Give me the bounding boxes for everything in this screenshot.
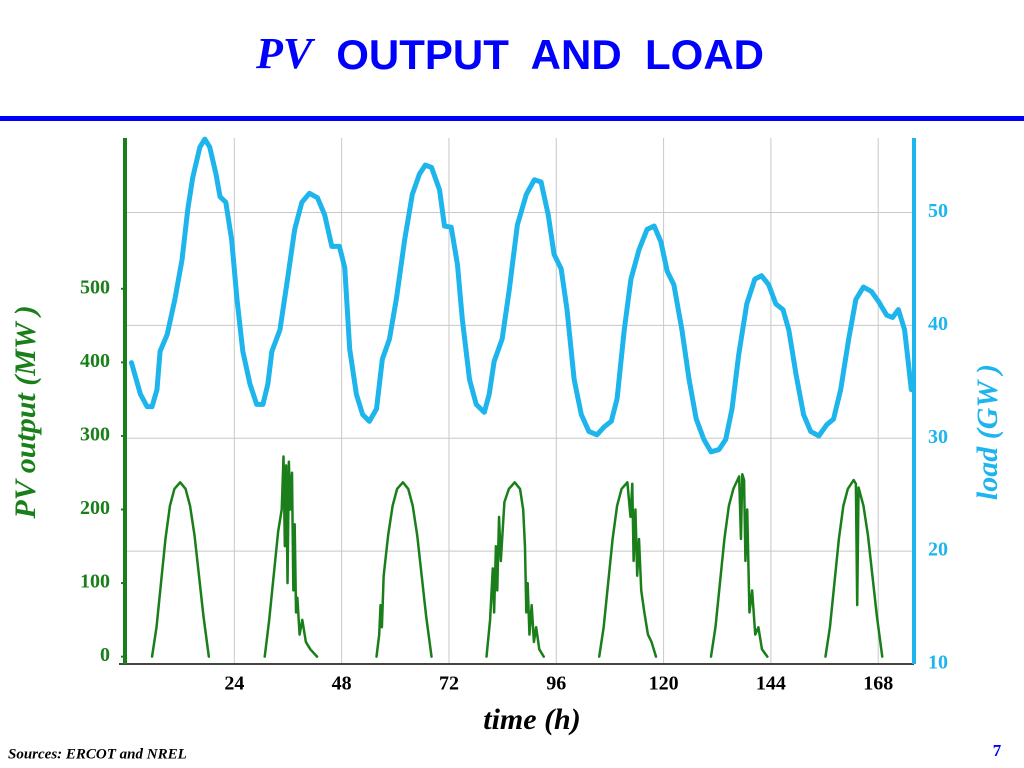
y-tick-label: 500 [80,276,110,298]
title-text: OUTPUT AND LOAD [336,31,764,78]
page-number: 7 [993,741,1002,760]
y-tick-label: 200 [80,497,110,519]
y2-axis-label: load (GW ) [971,364,1004,500]
x-tick-label: 168 [863,673,893,695]
y-axis-label: PV output (MW ) [9,305,42,519]
y-tick-label: 300 [80,424,110,446]
y-tick-label: 0 [100,644,110,666]
y2-tick-label: 30 [928,426,948,448]
x-tick-label: 144 [756,673,786,695]
title-prefix: PV [255,29,316,78]
y2-tick-label: 20 [928,539,948,561]
x-tick-label: 48 [332,673,352,695]
x-tick-label: 72 [439,673,459,695]
pv-line [150,455,884,658]
y2-tick-label: 40 [928,313,948,335]
x-tick-label: 120 [649,673,679,695]
slide-title: PV OUTPUT AND LOAD [255,29,764,78]
y2-tick-label: 10 [928,652,948,674]
source-note: Sources: ERCOT and NREL [8,746,187,762]
title-rule [0,116,1024,121]
x-tick-label: 24 [224,673,244,695]
x-tick-label: 96 [546,673,566,695]
y-tick-label: 400 [80,350,110,372]
y2-tick-label: 50 [928,200,948,222]
y-tick-label: 100 [80,571,110,593]
load-line [128,136,914,455]
x-axis-label: time (h) [483,703,581,736]
